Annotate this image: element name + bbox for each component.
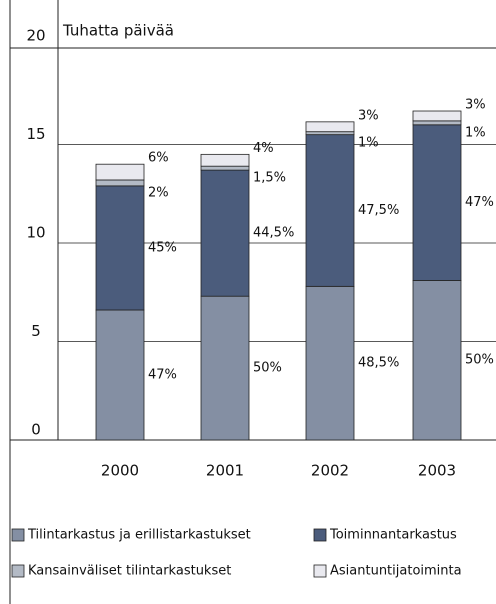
bar-segment <box>412 120 462 126</box>
data-label: 3% <box>465 98 486 113</box>
y-tick-label: 0 <box>31 421 41 439</box>
x-tick-label: 2000 <box>101 462 139 480</box>
legend-swatch <box>313 564 327 578</box>
bar-segment <box>305 131 355 136</box>
bar-segment <box>305 285 355 441</box>
x-tick-label: 2003 <box>418 462 456 480</box>
legend-label: Kansainväliset tilintarkastukset <box>28 564 231 579</box>
data-label: 4% <box>253 141 274 156</box>
data-label: 3% <box>358 108 379 123</box>
legend-swatch <box>313 528 327 542</box>
bar-segment <box>200 295 250 441</box>
legend-label: Tilintarkastus ja erillistarkastukset <box>27 528 251 543</box>
bar-segment <box>200 153 250 167</box>
y-tick-label: 5 <box>31 322 41 340</box>
legend-label: Toiminnantarkastus <box>329 528 457 543</box>
x-tick-label: 2001 <box>206 462 244 480</box>
data-label: 1,5% <box>253 171 286 186</box>
bar-segment <box>95 309 145 441</box>
bar-segment <box>412 110 462 122</box>
data-label: 2% <box>148 185 169 200</box>
data-label: 50% <box>253 361 282 376</box>
data-label: 47,5% <box>358 203 399 218</box>
bar-segment <box>95 179 145 187</box>
bar-segment <box>412 280 462 441</box>
bar-segment <box>200 165 250 171</box>
bar-segment <box>412 124 462 281</box>
y-tick-label: 15 <box>26 125 45 143</box>
y-tick-label: 10 <box>26 224 45 242</box>
data-label: 45% <box>148 240 177 255</box>
data-label: 1% <box>358 136 379 151</box>
data-label: 1% <box>465 125 486 140</box>
data-label: 47% <box>148 367 177 382</box>
y-tick-label: 20 <box>26 27 45 45</box>
bar-segment <box>305 121 355 133</box>
data-label: 44,5% <box>253 226 294 241</box>
y-axis-label: Tuhatta päivää <box>62 22 174 40</box>
legend-swatch <box>11 564 25 578</box>
legend-label: Asiantuntijatoiminta <box>330 564 462 579</box>
data-label: 48,5% <box>358 356 399 371</box>
bar-segment <box>95 185 145 311</box>
legend-swatch <box>11 528 25 542</box>
bar-segment <box>95 163 145 181</box>
data-label: 47% <box>465 195 494 210</box>
bar-segment <box>305 134 355 287</box>
data-label: 6% <box>148 151 169 166</box>
x-tick-label: 2002 <box>311 462 349 480</box>
data-label: 50% <box>465 353 494 368</box>
bar-segment <box>200 169 250 297</box>
